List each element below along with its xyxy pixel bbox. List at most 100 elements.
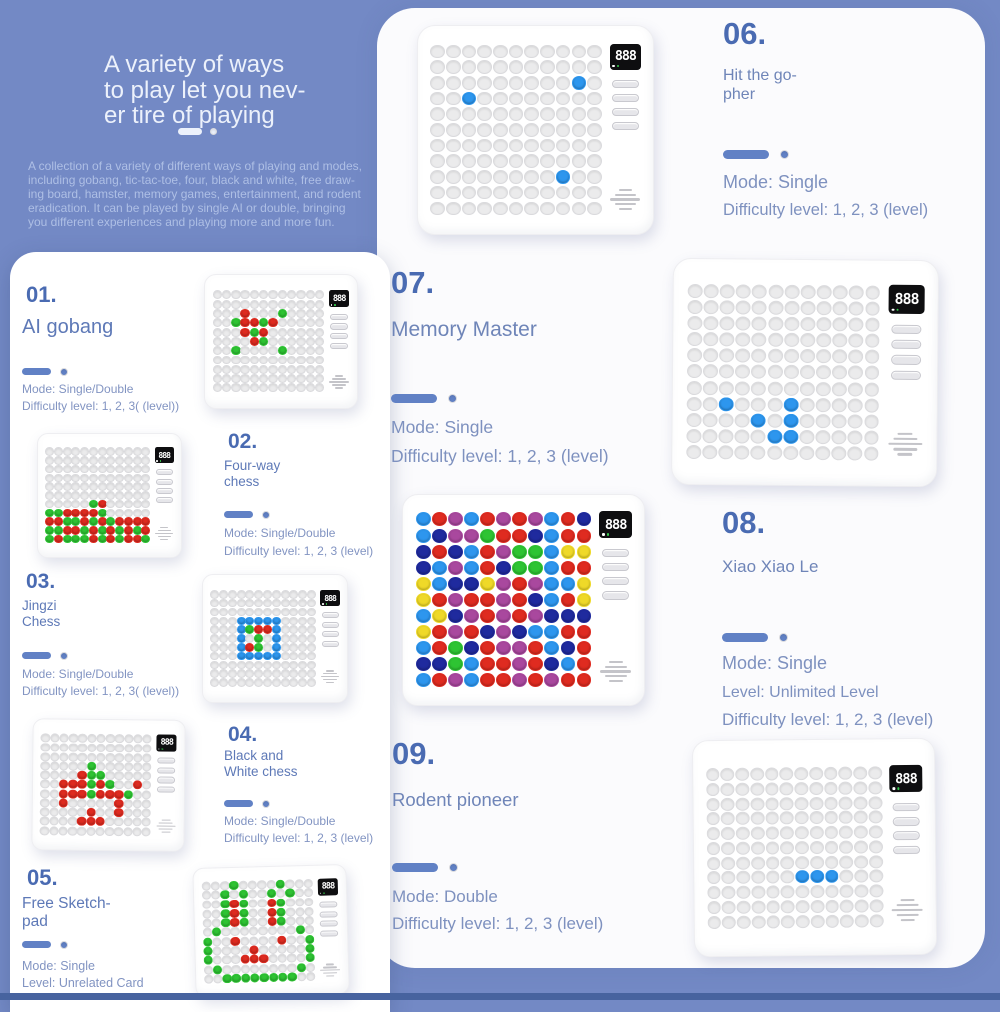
led-dot-lit	[296, 962, 307, 972]
led-dot-lit	[45, 534, 55, 544]
speaker-line	[893, 447, 918, 451]
led-dot	[262, 642, 272, 652]
led-dot	[298, 607, 308, 617]
led-dot	[750, 445, 766, 460]
led-dot	[203, 965, 214, 975]
led-dot	[245, 660, 255, 670]
led-dot-lit	[512, 625, 528, 640]
led-dot	[847, 446, 863, 461]
led-dot-lit	[463, 592, 479, 607]
led-dot	[848, 301, 864, 316]
led-dot	[240, 383, 250, 393]
led-dot	[49, 816, 59, 826]
led-dot	[231, 290, 241, 300]
led-dot	[141, 499, 151, 509]
led-dot	[815, 381, 831, 396]
led-dot	[271, 590, 281, 599]
board-side-panel: 888	[317, 878, 341, 981]
led-dot-lit	[496, 544, 511, 559]
control-button	[319, 901, 338, 908]
led-dot	[289, 634, 299, 643]
led-dot-lit	[240, 309, 250, 318]
led-dot	[686, 396, 702, 411]
led-dot	[295, 944, 306, 954]
led-dot	[766, 915, 781, 929]
four-way-chess-board: 888	[37, 433, 182, 558]
item-difficulty: Difficulty level: 1, 2, 3( (level))	[22, 398, 180, 413]
led-dot	[49, 761, 60, 771]
led-dot	[49, 789, 60, 799]
led-dot	[67, 807, 78, 817]
led-dot	[305, 364, 315, 374]
led-dot-lit	[480, 528, 495, 543]
speaker-grille	[329, 373, 349, 389]
led-dot	[95, 798, 106, 808]
led-dot	[132, 473, 142, 483]
led-dot-lit	[86, 807, 96, 817]
led-dot	[430, 170, 445, 184]
led-dot-lit	[431, 560, 447, 575]
led-dot	[854, 869, 869, 884]
led-dot	[865, 285, 881, 300]
led-dot-lit	[238, 899, 249, 909]
led-dot	[71, 491, 81, 500]
led-dot	[221, 346, 232, 356]
led-dot	[62, 491, 72, 500]
led-dot	[285, 916, 296, 926]
speaker-line	[325, 963, 335, 966]
led-dot-lit	[258, 954, 269, 964]
led-dot	[832, 317, 848, 332]
led-dot	[49, 779, 60, 789]
control-button	[891, 355, 922, 365]
led-dot-lit	[560, 576, 576, 591]
led-dot	[867, 766, 882, 780]
led-dot-lit	[415, 609, 431, 624]
led-dot-lit	[461, 91, 477, 106]
item-number: 03.	[26, 570, 56, 593]
led-dot	[305, 318, 315, 328]
led-dot-lit	[259, 336, 269, 346]
led-dot	[249, 346, 260, 356]
speaker-line	[614, 203, 637, 206]
led-dot	[298, 651, 308, 661]
led-dot	[106, 473, 116, 483]
led-dot	[735, 284, 751, 299]
led-dot-lit	[277, 346, 288, 356]
control-button	[157, 767, 176, 774]
led-dot	[477, 201, 492, 216]
led-dot	[254, 598, 264, 608]
led-dot	[77, 733, 88, 743]
led-dot-lit	[254, 634, 264, 643]
led-dot-lit	[576, 625, 592, 640]
led-dot	[277, 299, 288, 309]
control-button	[892, 845, 921, 855]
led-dot	[799, 397, 815, 412]
led-dot	[430, 60, 445, 74]
led-dot	[105, 752, 115, 762]
led-dot	[430, 201, 445, 216]
item-divider	[391, 393, 609, 403]
control-button	[612, 93, 639, 103]
led-dot	[219, 881, 230, 891]
led-dot	[493, 107, 508, 122]
item-title: Black and White chess	[224, 748, 298, 779]
led-dot	[718, 429, 734, 444]
led-dot-lit	[528, 512, 544, 527]
led-dot	[848, 349, 864, 364]
speaker-line	[323, 673, 337, 675]
led-dot	[721, 871, 736, 885]
led-dot	[296, 346, 306, 356]
led-dot	[133, 743, 143, 753]
led-dot-lit	[544, 641, 560, 656]
led-dot	[686, 348, 702, 363]
led-dot-lit	[245, 651, 255, 661]
led-dot	[782, 445, 799, 461]
led-dot-lit	[245, 616, 255, 626]
led-dot	[706, 827, 721, 841]
led-dot	[767, 348, 783, 364]
led-dot	[104, 817, 115, 827]
led-dot	[40, 779, 50, 789]
control-button	[891, 324, 922, 335]
led-dot-lit	[212, 964, 223, 975]
led-dot	[848, 317, 864, 332]
